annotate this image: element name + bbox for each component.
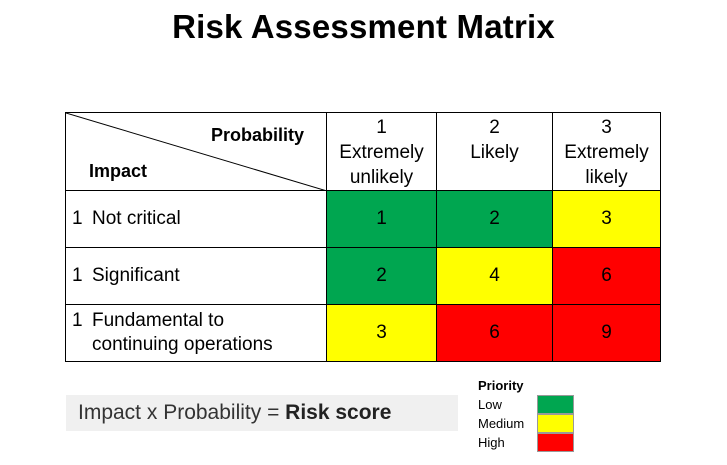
column-header-number: 3: [601, 117, 612, 138]
legend-label: Low: [478, 397, 502, 412]
row-header-number: 1: [72, 265, 83, 286]
matrix-row-significant: 1 Significant 2 4 6: [65, 247, 661, 305]
matrix-header-row: Probability Impact 1 Extremely unlikely …: [65, 112, 661, 191]
formula-text: Impact x Probability =: [78, 401, 286, 424]
score-cell: 3: [552, 190, 661, 248]
impact-axis-label: Impact: [89, 161, 148, 181]
probability-axis-label: Probability: [210, 125, 304, 145]
row-header-number: 1: [72, 310, 83, 331]
legend-item-low: Low: [478, 395, 574, 414]
row-header-label: Significant: [92, 265, 180, 286]
legend-item-high: High: [478, 433, 574, 452]
score-cell: 2: [326, 247, 437, 305]
legend-swatch: [537, 414, 574, 433]
matrix-row-not-critical: 1 Not critical 1 2 3: [65, 190, 661, 248]
column-header-1: 1 Extremely unlikely: [326, 112, 437, 191]
legend-label: High: [478, 435, 505, 450]
matrix-corner-cell: Probability Impact: [65, 112, 327, 191]
row-header-number: 1: [72, 208, 83, 229]
diagonal-divider: [66, 113, 327, 191]
formula-result: Risk score: [285, 401, 392, 424]
legend-label: Medium: [478, 416, 525, 431]
column-header-3: 3 Extremely likely: [552, 112, 661, 191]
column-header-2: 2 Likely: [436, 112, 553, 191]
row-header-label: continuing operations: [92, 334, 273, 355]
column-header-label: Likely: [470, 142, 519, 163]
priority-legend: Priority Low Medium High: [478, 378, 574, 452]
risk-score-formula: Impact x Probability = Risk score: [66, 395, 458, 431]
score-cell: 3: [326, 304, 437, 362]
risk-matrix: Probability Impact 1 Extremely unlikely …: [65, 112, 661, 362]
column-header-number: 2: [489, 117, 500, 138]
page-title: Risk Assessment Matrix: [172, 8, 555, 45]
column-header-number: 1: [376, 117, 387, 138]
score-cell: 9: [552, 304, 661, 362]
row-header-label: Not critical: [92, 208, 181, 229]
score-cell: 2: [436, 190, 553, 248]
column-header-label: unlikely: [349, 167, 414, 188]
row-header: 1 Significant: [65, 247, 327, 305]
legend-swatch: [537, 433, 574, 452]
legend-title: Priority: [478, 378, 524, 393]
column-header-label: Extremely: [339, 142, 424, 163]
row-header: 1 Not critical: [65, 190, 327, 248]
column-header-label: Extremely: [564, 142, 649, 163]
score-cell: 6: [552, 247, 661, 305]
row-header: 1 Fundamental to continuing operations: [65, 304, 327, 362]
score-cell: 1: [326, 190, 437, 248]
matrix-row-fundamental: 1 Fundamental to continuing operations 3 6…: [65, 304, 661, 362]
legend-item-medium: Medium: [478, 414, 574, 433]
score-cell: 6: [436, 304, 553, 362]
score-cell: 4: [436, 247, 553, 305]
column-header-label: likely: [585, 167, 628, 188]
row-header-label: Fundamental to: [92, 310, 225, 331]
legend-swatch: [537, 395, 574, 414]
